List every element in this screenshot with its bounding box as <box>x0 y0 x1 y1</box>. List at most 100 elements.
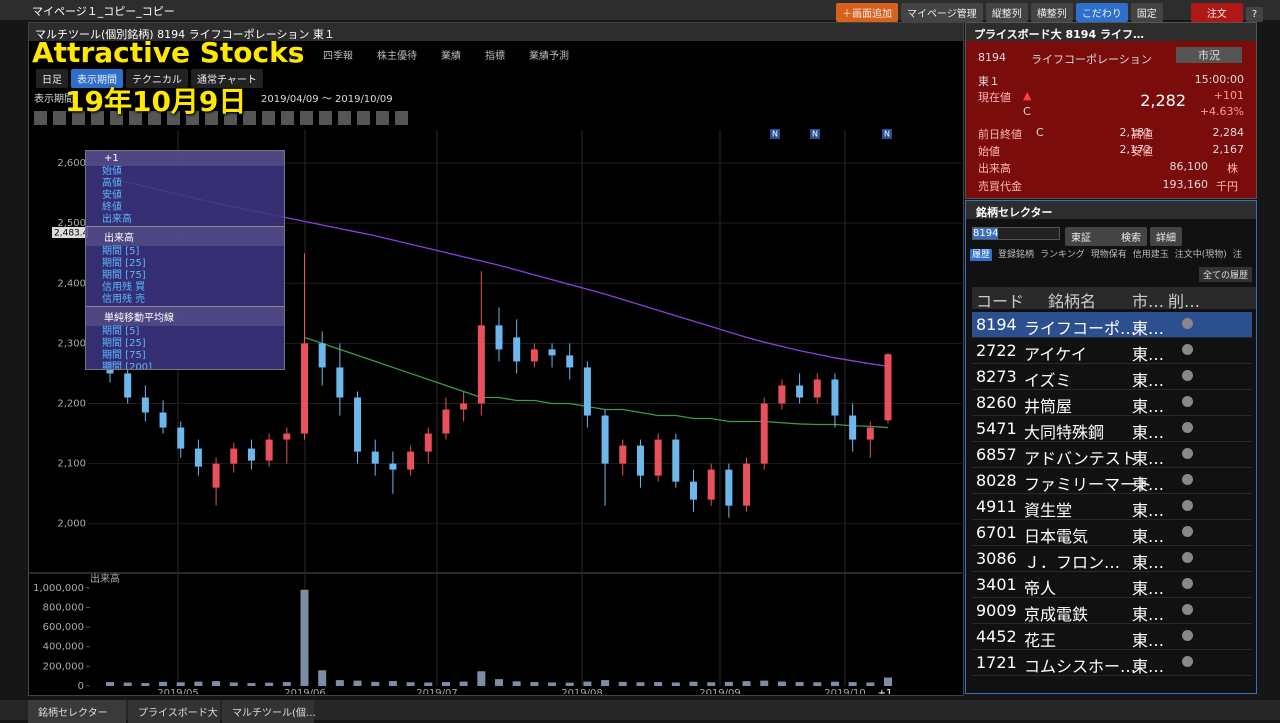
volume-bar <box>795 682 804 686</box>
candle-body <box>371 451 379 464</box>
stock-name: 帝人 <box>1024 579 1057 598</box>
stock-row[interactable]: 5471 大同特殊鋼 東… <box>972 416 1252 442</box>
delete-icon[interactable] <box>1182 500 1193 511</box>
news-marker: N <box>772 130 778 139</box>
selector-tab[interactable]: 信用建玉 <box>1132 250 1169 260</box>
stock-row[interactable]: 6857 アドバンテスト 東… <box>972 442 1252 468</box>
code: 4452 <box>976 627 1017 646</box>
board-cell: 前日終値 <box>978 128 1022 141</box>
board-cell: 始値 <box>978 145 1000 158</box>
delete-icon[interactable] <box>1182 396 1193 407</box>
delete-icon[interactable] <box>1182 630 1193 641</box>
top-button[interactable]: マイページ管理 <box>901 3 983 22</box>
board-cell: 193,160 <box>1162 178 1209 191</box>
stock-row[interactable]: 8028 ファミリーマート 東… <box>972 468 1252 494</box>
top-button[interactable]: こだわり <box>1075 3 1128 22</box>
top-button[interactable]: 縦整列 <box>985 3 1028 22</box>
selector-tab[interactable]: ランキング <box>1040 250 1085 260</box>
delete-icon[interactable] <box>1182 578 1193 589</box>
tab[interactable]: 業績 <box>441 51 461 62</box>
volume-bar <box>371 681 380 686</box>
volume-bar <box>777 681 786 686</box>
candle-body <box>743 463 751 506</box>
selector-button[interactable]: 詳細 <box>1150 227 1182 246</box>
candle-body <box>548 349 556 356</box>
tab[interactable]: 四季報 <box>323 51 353 62</box>
top-button[interactable]: ＋画面追加 <box>836 3 898 22</box>
delete-icon[interactable] <box>1182 344 1193 355</box>
legend-section: 出来高 期間 [5] 期間 [25] 期間 [75] 信用残 買信用残 売 <box>86 227 284 307</box>
tool[interactable]: 通常チャート <box>191 69 263 88</box>
task-item[interactable]: マルチツール(個… <box>222 700 316 723</box>
top-button[interactable]: 固定 <box>1130 3 1163 22</box>
mode[interactable]: 市況 <box>1176 47 1242 63</box>
candle-body <box>831 379 839 416</box>
tool[interactable]: テクニカル <box>126 69 188 88</box>
stock-row[interactable]: 8260 井筒屋 東… <box>972 390 1252 416</box>
stock-row[interactable]: 4452 花王 東… <box>972 624 1252 650</box>
selector-button[interactable]: 検索 <box>1115 227 1147 246</box>
delete-icon[interactable] <box>1182 604 1193 615</box>
column-title: 市… <box>1132 292 1165 311</box>
selector-tab[interactable]: 履歴 <box>970 249 993 261</box>
delete-icon[interactable] <box>1182 656 1193 667</box>
stock-row[interactable]: 4911 資生堂 東… <box>972 494 1252 520</box>
task-item[interactable]: 銘柄セレクター <box>28 700 126 723</box>
tab[interactable]: 業績予測 <box>529 51 569 62</box>
time: 15:00:00 <box>1194 73 1244 86</box>
y-tick-label: 2,400 <box>57 278 86 289</box>
task-item[interactable]: プライスボード大 … <box>128 700 231 723</box>
market: 東… <box>1132 657 1165 676</box>
code: 4911 <box>976 497 1017 516</box>
board-cell: 2,167 <box>1212 143 1245 156</box>
board-cell: C <box>1036 126 1044 139</box>
stock-row[interactable]: 9009 京成電鉄 東… <box>972 598 1252 624</box>
volume-bar <box>707 682 716 686</box>
candle-body <box>212 463 220 488</box>
delete-icon[interactable] <box>1182 370 1193 381</box>
selector-tab[interactable]: 現物保有 <box>1090 250 1127 260</box>
candle-body <box>265 439 273 461</box>
candle-body <box>460 403 468 410</box>
code-input[interactable]: 8194 <box>972 227 1060 240</box>
stock-row[interactable]: 2722 アイケイ 東… <box>972 338 1252 364</box>
stock-row[interactable]: 3086 Ｊ．フロン… 東… <box>972 546 1252 572</box>
volume-bar <box>601 680 610 686</box>
delete-icon[interactable] <box>1182 552 1193 563</box>
change-pct: +4.63% <box>1199 105 1244 118</box>
volume-bar <box>583 681 592 686</box>
volume-bar <box>884 677 892 686</box>
selector-tab[interactable]: 注文中(現物) <box>1174 250 1227 260</box>
stock-name: ライフコーポ… <box>1024 319 1137 338</box>
market-select[interactable]: 東証 <box>1065 227 1117 246</box>
top-button[interactable]: ? <box>1245 7 1264 22</box>
tab[interactable]: 指標 <box>485 51 505 62</box>
stock-row[interactable]: 8273 イズミ 東… <box>972 364 1252 390</box>
tab[interactable]: 株主優待 <box>377 51 417 62</box>
tool[interactable]: 表示期間 <box>71 69 123 88</box>
tab[interactable]: 示 <box>289 51 299 62</box>
volume-bar <box>548 682 557 686</box>
selector-tab[interactable]: 注 <box>1232 250 1242 260</box>
candle-body <box>813 379 821 398</box>
tool[interactable]: 日足 <box>36 69 68 88</box>
delete-icon[interactable] <box>1182 318 1193 329</box>
delete-icon[interactable] <box>1182 422 1193 433</box>
stock-name: 大同特殊鋼 <box>1024 423 1105 442</box>
top-button[interactable]: 注文 <box>1190 3 1243 22</box>
delete-icon[interactable] <box>1182 448 1193 459</box>
delete-icon[interactable] <box>1182 474 1193 485</box>
candle-body <box>725 469 733 506</box>
stock-row[interactable]: 1721 コムシスホー… 東… <box>972 650 1252 676</box>
selector-tab[interactable]: 登録銘柄 <box>998 250 1035 260</box>
clear-history[interactable]: 全ての履歴 <box>1198 267 1252 282</box>
stock-row[interactable]: 3401 帝人 東… <box>972 572 1252 598</box>
top-button[interactable]: 横整列 <box>1030 3 1073 22</box>
board-cell: 2,172 <box>1119 143 1152 156</box>
delete-icon[interactable] <box>1182 526 1193 537</box>
taskbar: 銘柄セレクター プライスボード大 …マルチツール(個… <box>0 700 1280 723</box>
drawing-tools[interactable] <box>34 111 414 125</box>
candle-body <box>636 445 644 476</box>
stock-row[interactable]: 6701 日本電気 東… <box>972 520 1252 546</box>
stock-row[interactable]: 8194 ライフコーポ… 東… <box>972 312 1252 338</box>
